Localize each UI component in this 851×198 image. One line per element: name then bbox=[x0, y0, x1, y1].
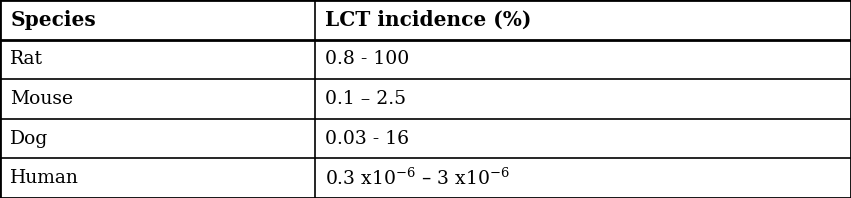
Text: 0.03 - 16: 0.03 - 16 bbox=[325, 130, 409, 148]
Text: $\mathregular{0.3\ x10^{-6}\ –\ 3\ x10^{-6}}$: $\mathregular{0.3\ x10^{-6}\ –\ 3\ x10^{… bbox=[325, 168, 510, 189]
Text: 0.8 - 100: 0.8 - 100 bbox=[325, 50, 409, 68]
Text: 0.1 – 2.5: 0.1 – 2.5 bbox=[325, 90, 406, 108]
Text: Rat: Rat bbox=[10, 50, 43, 68]
Text: Dog: Dog bbox=[10, 130, 49, 148]
Text: Mouse: Mouse bbox=[10, 90, 73, 108]
Text: Species: Species bbox=[10, 10, 96, 30]
Text: Human: Human bbox=[10, 169, 79, 187]
Text: LCT incidence (%): LCT incidence (%) bbox=[325, 10, 532, 30]
